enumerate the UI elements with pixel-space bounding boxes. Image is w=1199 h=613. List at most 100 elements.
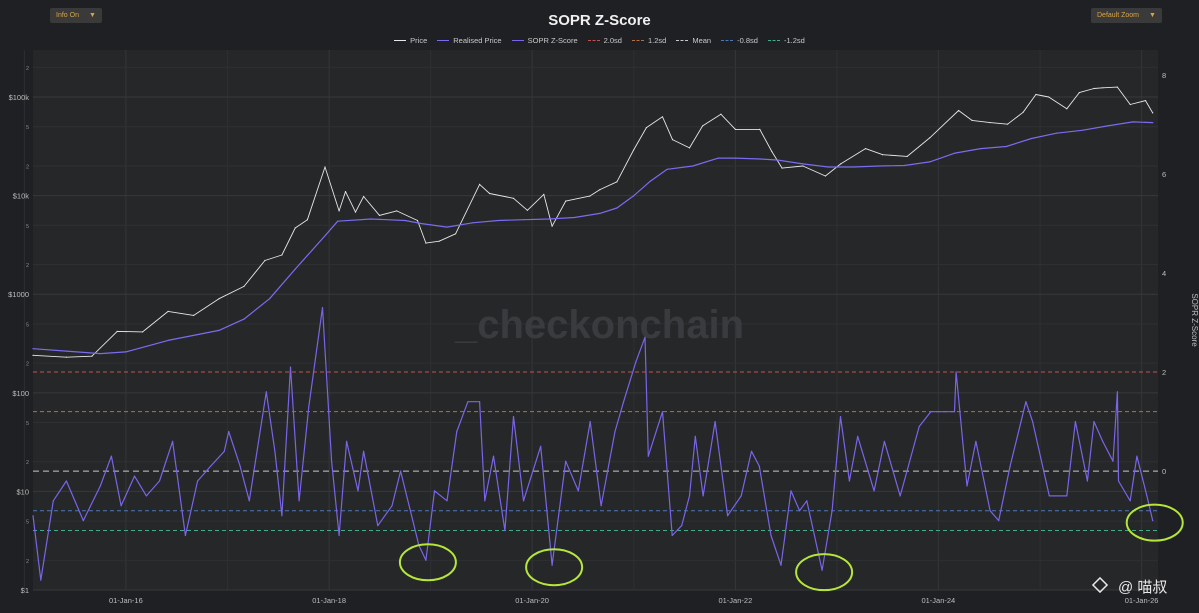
y-left-minor-tick-label: 2 [26,460,29,466]
legend-label: Realised Price [453,36,502,45]
legend-swatch [394,40,407,41]
series-point [1093,421,1095,423]
series-point [806,500,808,502]
series-point [635,361,637,363]
series-point [1152,520,1154,522]
series-point [274,450,276,452]
series-point [391,505,393,507]
series-point [918,425,920,428]
series-point [243,318,245,320]
series-point [955,371,957,373]
y-right-tick-label: 0 [1162,467,1166,476]
legend-swatch [587,40,600,41]
series-point [623,401,625,403]
series-point [565,200,567,202]
series-point [1129,500,1131,502]
series-point [32,348,34,350]
series-point [600,505,602,507]
series-point [1066,108,1068,110]
series-point [455,233,457,235]
series-point [770,534,772,537]
x-tick-label: 01-Jan-20 [515,596,549,605]
y-right-tick-label: 4 [1162,269,1166,278]
series-point [878,165,880,167]
legend-item[interactable]: Realised Price [437,36,502,45]
series-point [577,490,579,492]
series-point [688,495,691,497]
series-point [759,128,761,130]
legend-swatch [437,40,450,41]
series-point [1093,87,1095,90]
series-point [489,192,491,195]
series-point [264,259,266,262]
series-point [1102,440,1104,442]
series-point [1005,145,1007,148]
info-toggle-button[interactable]: Info On ▼ [50,8,102,23]
legend-item[interactable]: SOPR Z-Score [511,36,578,45]
series-point [467,401,469,403]
info-toggle-label: Info On [56,12,79,19]
series-point [848,480,851,482]
legend-label: 1.2sd [647,36,667,45]
series-point [167,310,169,312]
legend-label: Mean [692,36,712,45]
series-point [1066,495,1068,497]
watermark-text: _checkonchain [454,303,744,347]
legend-item[interactable]: -1.2sd [767,36,805,45]
series-point [633,149,635,151]
legend-item[interactable]: 2.0sd [587,36,622,45]
series-point [839,416,842,418]
series-point [425,242,427,244]
series-point [802,163,804,165]
series-point [65,356,67,358]
series-point [702,495,704,497]
series-point [714,421,716,423]
series-point [425,559,427,561]
series-point [589,195,591,197]
y-left-minor-tick-label: 2 [26,263,29,269]
series-point [954,152,956,154]
series-point [1048,495,1050,497]
series-point [720,113,722,115]
y-left-minor-tick-label: 5 [26,224,29,230]
series-point [734,157,737,159]
series-point [306,219,308,221]
x-tick-label: 01-Jan-16 [109,596,143,605]
series-point [616,207,618,209]
series-point [357,490,359,492]
series-point [522,500,525,502]
legend-item[interactable]: 1.2sd [631,36,667,45]
series-point [479,183,481,185]
series-point [243,285,245,287]
series-point [645,127,648,129]
series-point [616,181,618,183]
legend-item[interactable]: -0.8sd [721,36,758,45]
series-point [1055,132,1058,134]
highlight-circle [525,548,584,587]
y-left-minor-tick-label: 2 [26,559,29,565]
series-point [671,534,673,537]
series-point [734,128,737,130]
legend-swatch [721,40,734,41]
series-point [223,450,225,452]
x-tick-label: 01-Jan-24 [921,596,955,605]
series-point [281,254,283,256]
highlight-circle [795,553,854,592]
series-point [857,435,859,437]
legend-item[interactable]: Mean [676,36,711,45]
y-left-tick-label: $1 [21,586,29,595]
zoom-select-button[interactable]: Default Zoom ▼ [1091,8,1162,23]
series-point [671,139,674,141]
y-right-axis-label: SOPR Z-Score [1190,293,1199,347]
series-point [446,500,448,502]
series-point [1117,480,1120,482]
legend-item[interactable]: Price [394,36,427,45]
series-point [980,148,982,150]
series-point [99,485,101,487]
series-point [32,354,34,356]
series-point [780,564,782,566]
series-point [906,155,908,157]
series-point [110,455,112,457]
series-point [771,150,773,153]
